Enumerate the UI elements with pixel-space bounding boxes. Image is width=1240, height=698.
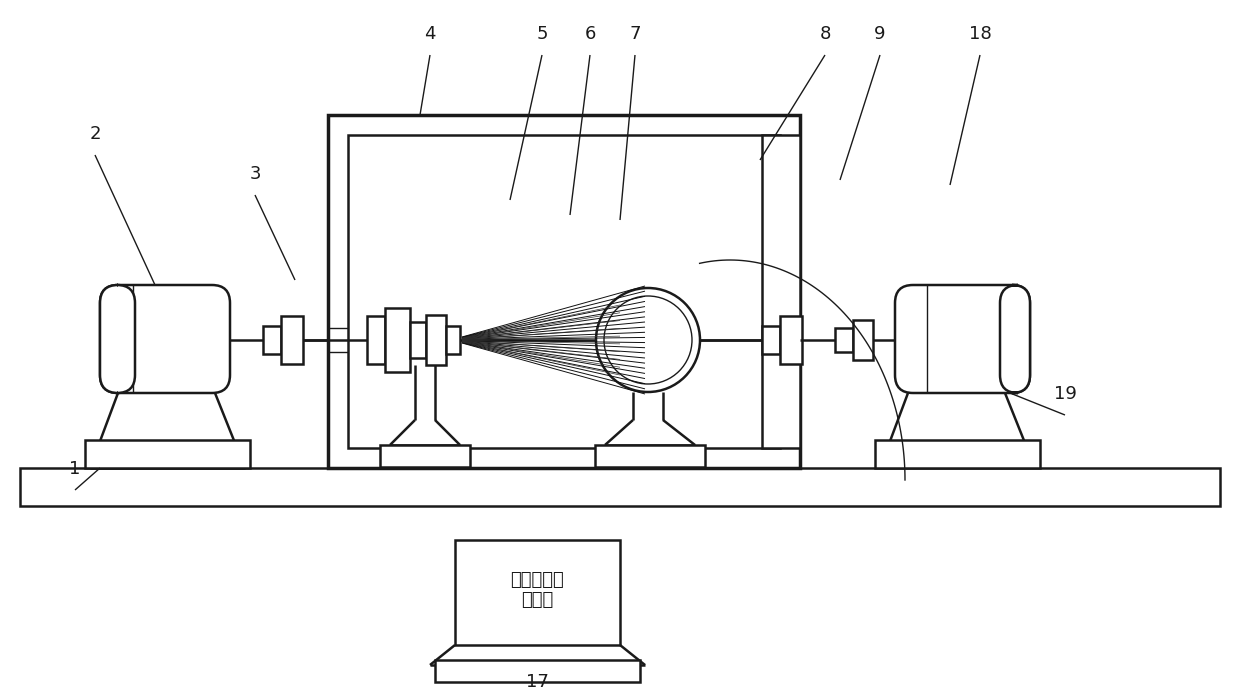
Text: 2: 2	[89, 125, 100, 143]
Text: 1: 1	[69, 460, 81, 478]
Bar	[435, 660, 640, 682]
Text: 5: 5	[536, 25, 548, 43]
Bar	[853, 320, 873, 360]
FancyBboxPatch shape	[999, 285, 1030, 393]
Circle shape	[604, 296, 692, 384]
Text: 4: 4	[424, 25, 435, 43]
Text: 3: 3	[249, 165, 260, 183]
Bar	[379, 445, 470, 467]
Bar	[595, 445, 706, 467]
Bar	[329, 115, 800, 468]
Bar	[367, 316, 384, 364]
Bar	[835, 328, 853, 352]
FancyBboxPatch shape	[100, 285, 135, 393]
Bar	[446, 326, 460, 354]
Text: 8: 8	[820, 25, 831, 43]
Bar	[348, 135, 780, 448]
Bar	[455, 540, 620, 645]
Bar	[20, 468, 1220, 506]
Text: 数据采集分
析系统: 数据采集分 析系统	[510, 570, 564, 609]
Text: 18: 18	[968, 25, 991, 43]
Bar	[410, 322, 427, 358]
Bar	[780, 316, 802, 364]
Bar	[427, 315, 446, 365]
FancyBboxPatch shape	[895, 285, 1030, 393]
Bar	[263, 326, 281, 354]
Bar	[875, 440, 1040, 468]
FancyBboxPatch shape	[100, 285, 229, 393]
Bar	[281, 316, 303, 364]
Bar	[763, 326, 780, 354]
Text: 7: 7	[629, 25, 641, 43]
Text: 9: 9	[874, 25, 885, 43]
Text: 6: 6	[584, 25, 595, 43]
Bar	[384, 308, 410, 372]
Text: 19: 19	[1054, 385, 1076, 403]
Text: 17: 17	[526, 673, 548, 691]
Bar	[763, 135, 800, 448]
Bar	[86, 440, 250, 468]
Circle shape	[596, 288, 701, 392]
